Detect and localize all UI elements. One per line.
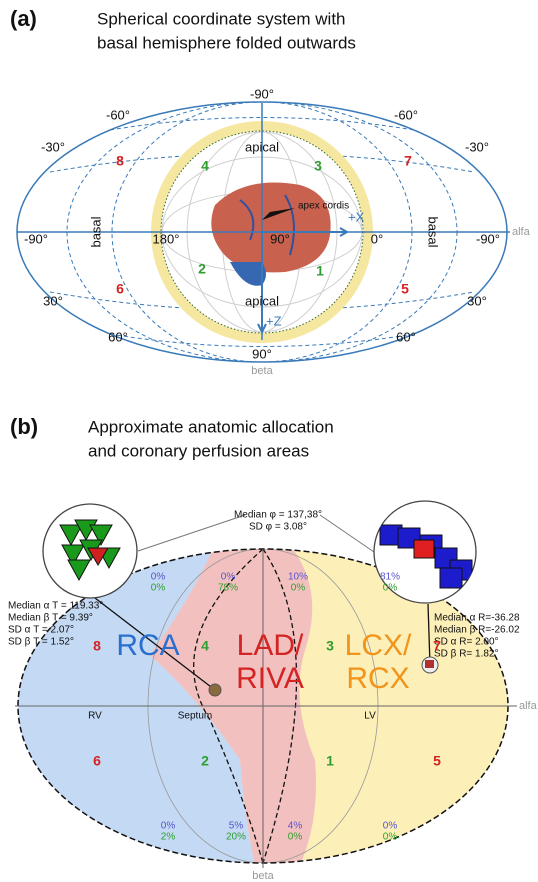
segment-number: 7 [404,153,412,169]
title-line: Approximate anatomic allocation [88,417,334,436]
angle-label: 30° [43,293,63,308]
region-label: RIVA [236,662,304,695]
axis-label: beta [252,870,274,882]
title-line: Spherical coordinate system with [97,9,346,28]
percentage-green: 2% [161,832,176,843]
annotation: apex cordis [298,201,349,212]
stat: Median α R=-36.28 [434,613,520,624]
axis-label: beta [251,365,273,377]
segment-number: 8 [93,638,101,654]
panel-b: (b) Approximate anatomic allocation and … [8,414,538,882]
marker [209,684,221,696]
angle-label: -90° [476,231,500,246]
stat: SD α R= 2.00° [434,637,499,648]
segment-number: 6 [116,281,124,297]
angle-label: -60° [394,107,418,122]
angle-label: -30° [41,139,65,154]
stat: SD β R= 1.82° [434,649,499,660]
percentage-blue: 0% [151,572,166,583]
percentage-green: 20% [226,832,246,843]
segment-number: 8 [116,153,124,169]
inset-left [43,504,137,598]
angle-label: 0° [371,231,383,246]
region-label: basal [88,216,103,247]
stat: Median φ = 137,38° [234,510,322,521]
percentage-green: 0% [383,832,398,843]
axis-arrow-label: +Z [266,313,282,328]
region-label: RCX [346,662,409,695]
region-label: basal [426,216,441,247]
segment-number: 2 [201,753,209,769]
percentage-blue: 5% [229,821,244,832]
leader-line [320,515,374,552]
segment-number: 6 [93,753,101,769]
title-line: and coronary perfusion areas [88,441,309,460]
segment-number: 2 [198,261,206,277]
angle-label: 60° [108,329,128,344]
angle-label: 30° [467,293,487,308]
percentage-green: 0% [383,583,398,594]
region-label: LCX/ [345,629,412,662]
stat: SD β T = 1.52° [8,637,74,648]
stat: Median α T = 119.33° [8,601,103,612]
percentage-blue: 0% [383,821,398,832]
angle-label: 90° [252,346,272,361]
region-label: LAD/ [237,629,304,662]
angle-label: 180° [153,231,180,246]
figure: (a) Spherical coordinate system with bas… [0,0,538,882]
panel-a: (a) Spherical coordinate system with bas… [10,6,531,377]
angle-label: 90° [270,231,290,246]
stat: SD φ = 3.08° [249,522,307,533]
percentage-green: 0% [291,583,306,594]
segment-number: 3 [326,638,334,654]
panel-label: (a) [10,6,37,31]
angle-label: -30° [465,139,489,154]
angle-label: -90° [250,86,274,101]
leader-line [138,515,245,551]
percentage-blue: 10% [288,572,308,583]
percentage-blue: 81% [380,572,400,583]
angle-label: -90° [24,231,48,246]
percentage-blue: 0% [161,821,176,832]
stat: Median β R=-26.02 [434,625,520,636]
area-label: Septum [178,711,212,722]
panel-label: (b) [10,414,38,439]
axis-arrow-label: +X [348,209,365,224]
segment-number: 3 [314,158,322,174]
region-label: RCA [116,629,179,662]
angle-label: 60° [396,329,416,344]
percentage-green: 78% [218,583,238,594]
segment-number: 7 [433,638,441,654]
percentage-blue: 0% [221,572,236,583]
segment-number: 5 [401,281,409,297]
region-label: apical [245,293,279,308]
stat: SD α T = 2.07° [8,625,74,636]
axis-label: alfa [519,700,538,712]
percentage-green: 0% [151,583,166,594]
title-line: basal hemisphere folded outwards [97,33,356,52]
percentage-green: 0% [288,832,303,843]
segment-number: 4 [201,158,209,174]
segment-number: 1 [326,753,334,769]
region-label: apical [245,139,279,154]
segment-number: 4 [201,638,209,654]
angle-label: -60° [106,107,130,122]
segment-number: 1 [316,263,324,279]
stat: Median β T = 9.39° [8,613,93,624]
percentage-blue: 4% [288,821,303,832]
segment-number: 5 [433,753,441,769]
area-label: LV [364,711,376,722]
marker [425,660,434,668]
axis-label: alfa [512,226,531,238]
area-label: RV [88,711,102,722]
